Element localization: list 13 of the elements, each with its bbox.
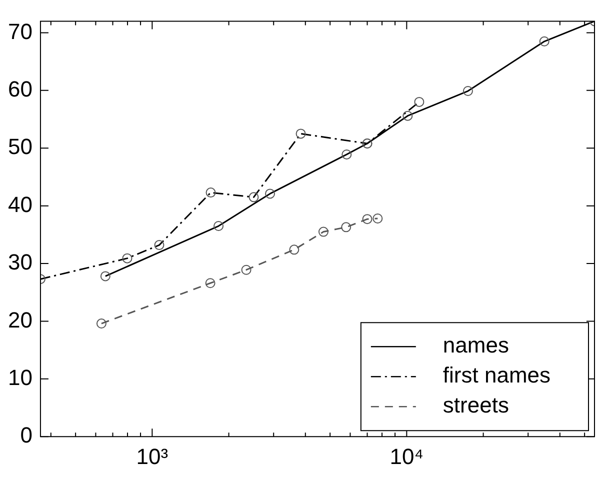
y-tick-label: 30 [8, 250, 32, 275]
y-tick-label: 60 [8, 76, 32, 102]
x-tick-label: 10³ [136, 444, 168, 469]
y-tick-label: 10 [8, 364, 32, 390]
y-tick-label: 40 [8, 192, 32, 217]
y-tick-label: 70 [8, 18, 32, 44]
legend-label: streets [442, 392, 509, 418]
x-tick-label: 10⁴ [390, 444, 424, 469]
y-tick-label: 20 [8, 307, 32, 332]
y-tick-label: 50 [8, 134, 32, 160]
legend-label: names [442, 332, 509, 358]
legend-label: first names [442, 362, 551, 388]
y-tick-label: 0 [20, 422, 32, 448]
